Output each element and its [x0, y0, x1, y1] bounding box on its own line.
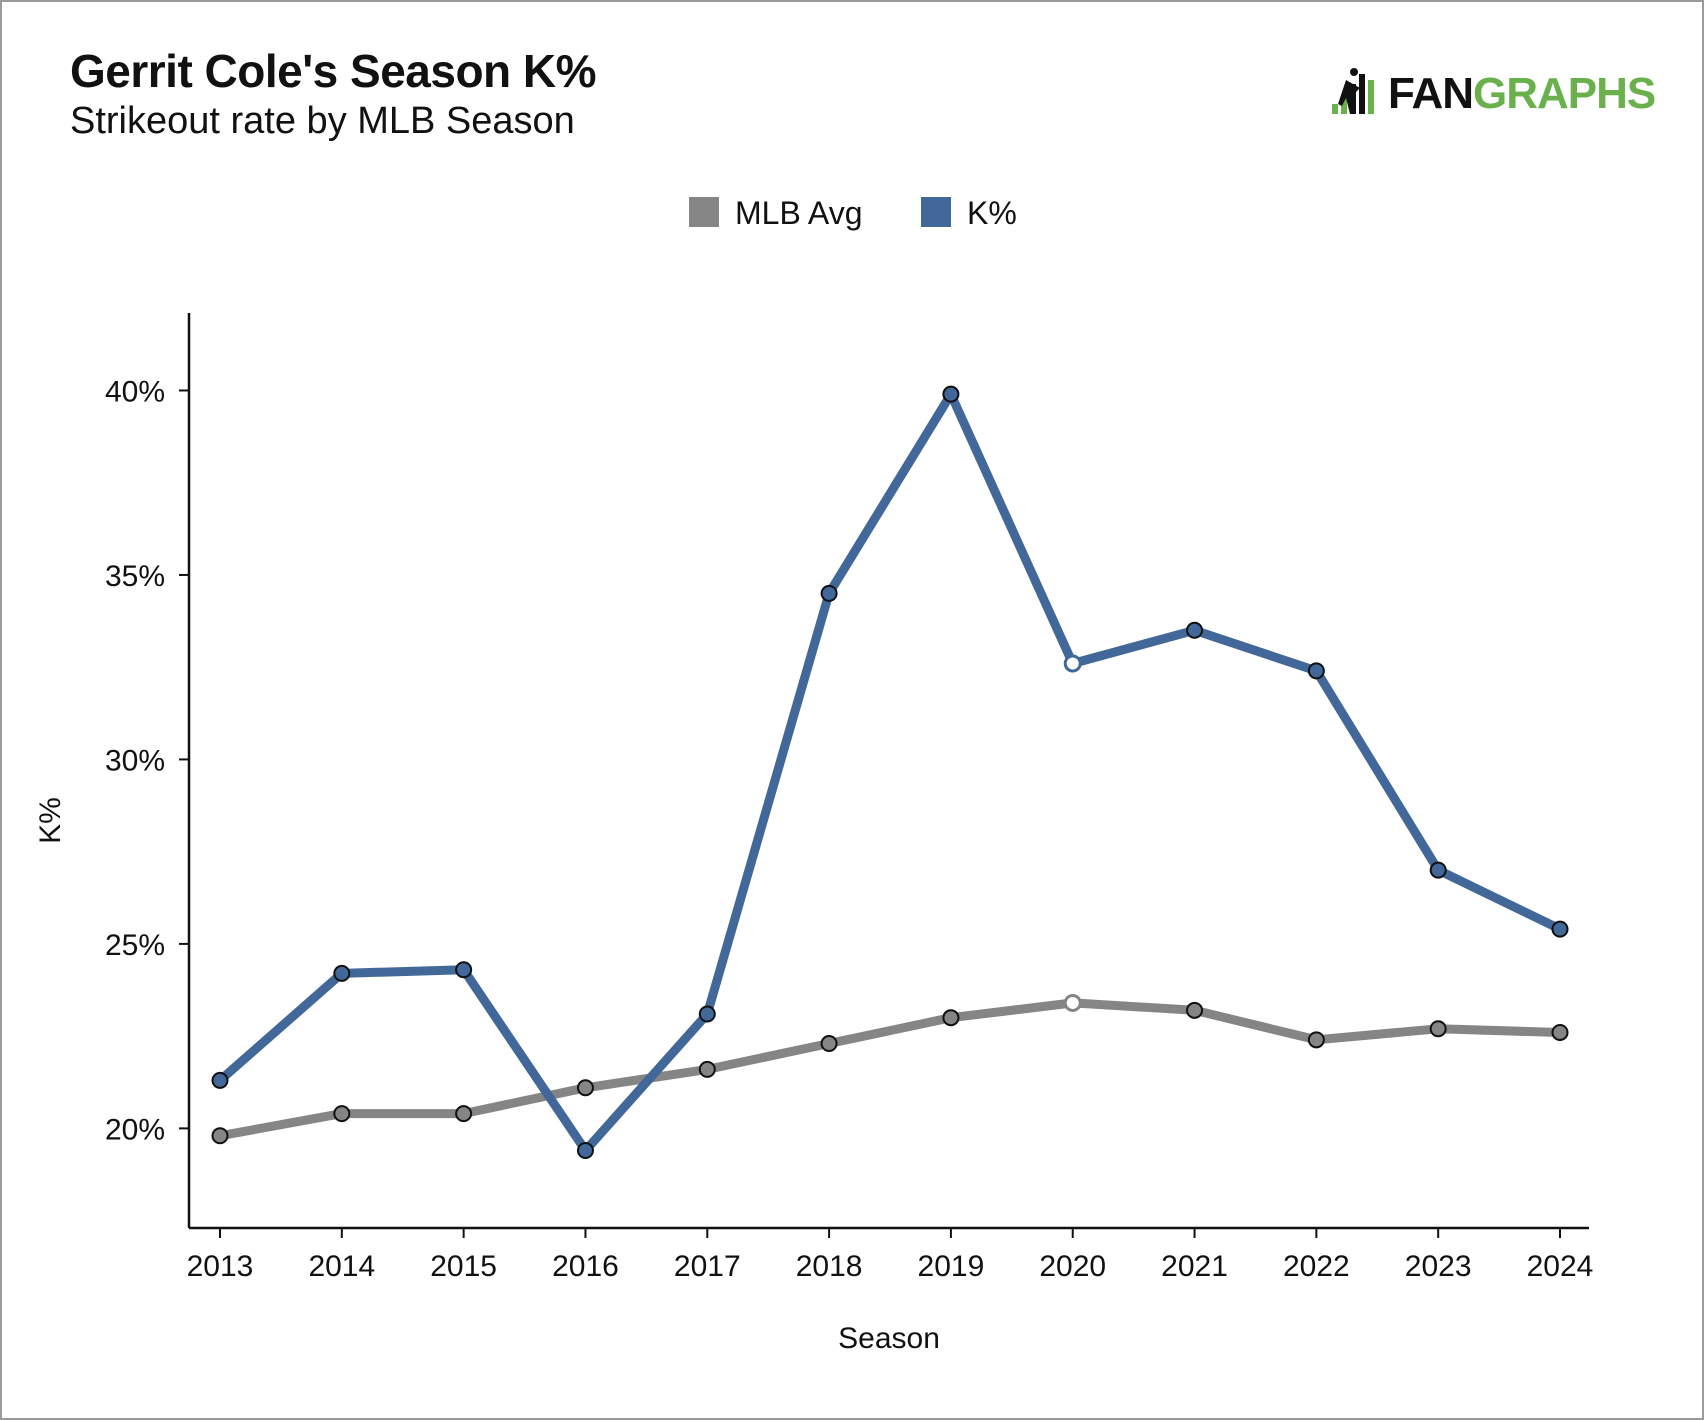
data-point-mlb-avg[interactable] — [1186, 1001, 1204, 1019]
data-point-k[interactable] — [211, 1071, 229, 1089]
data-point-k[interactable] — [333, 964, 351, 982]
axes: 20% 25% 30% 35% 40% 2013 2014 2015 2016 2017 2018 2… — [105, 313, 1593, 1283]
data-point-k[interactable] — [576, 1142, 594, 1160]
legend-label[interactable]: K% — [967, 195, 1017, 231]
data-point-k[interactable] — [1551, 920, 1569, 938]
x-tick-label: 2014 — [308, 1250, 375, 1283]
data-point-mlb-avg[interactable] — [820, 1035, 838, 1053]
data-point-k[interactable] — [698, 1005, 716, 1023]
series-lines — [215, 389, 1565, 1155]
logo-text-graphs: GRAPHS — [1473, 69, 1656, 118]
data-point-mlb-avg[interactable] — [698, 1060, 716, 1078]
x-tick-label: 2017 — [674, 1250, 741, 1283]
series-points — [211, 385, 1569, 1160]
data-point-k[interactable] — [942, 385, 960, 403]
x-axis-title: Season — [838, 1322, 940, 1355]
data-point-mlb-avg[interactable] — [1063, 993, 1082, 1012]
data-point-mlb-avg[interactable] — [211, 1127, 229, 1145]
x-tick-label: 2024 — [1527, 1250, 1594, 1283]
data-point-mlb-avg[interactable] — [942, 1009, 960, 1027]
x-tick-label: 2018 — [796, 1250, 863, 1283]
chart-title: Gerrit Cole's Season K% — [70, 45, 597, 97]
y-tick-label: 40% — [105, 375, 165, 408]
legend: MLB Avg K% — [689, 195, 1017, 231]
y-tick-label: 30% — [105, 744, 165, 777]
data-point-k[interactable] — [455, 961, 473, 979]
data-point-mlb-avg[interactable] — [455, 1105, 473, 1123]
data-point-mlb-avg[interactable] — [1551, 1023, 1569, 1041]
x-tick-label: 2013 — [187, 1250, 254, 1283]
y-axis-title: K% — [34, 797, 67, 844]
data-point-k[interactable] — [1063, 654, 1082, 673]
data-point-mlb-avg[interactable] — [333, 1105, 351, 1123]
series-line-mlb-avg — [215, 998, 1565, 1141]
series-line-k — [215, 389, 1565, 1155]
x-tick-label: 2015 — [430, 1250, 497, 1283]
x-tick-label: 2021 — [1161, 1250, 1228, 1283]
x-tick-label: 2016 — [552, 1250, 619, 1283]
data-point-k[interactable] — [1429, 861, 1447, 879]
fangraphs-logo: FANGRAPHS — [1330, 66, 1656, 118]
data-point-mlb-avg[interactable] — [1307, 1031, 1325, 1049]
fangraphs-logo-icon — [1332, 68, 1374, 114]
y-tick-label: 20% — [105, 1113, 165, 1146]
legend-label[interactable]: MLB Avg — [735, 195, 862, 231]
data-point-mlb-avg[interactable] — [1429, 1020, 1447, 1038]
x-tick-label: 2022 — [1283, 1250, 1350, 1283]
data-point-k[interactable] — [1186, 621, 1204, 639]
legend-swatch — [921, 197, 951, 227]
chart-subtitle: Strikeout rate by MLB Season — [70, 100, 575, 142]
data-point-mlb-avg[interactable] — [576, 1079, 594, 1097]
x-tick-label: 2023 — [1405, 1250, 1472, 1283]
x-tick-label: 2019 — [918, 1250, 985, 1283]
data-point-k[interactable] — [1307, 662, 1325, 680]
logo-text-fan: FAN — [1388, 69, 1474, 118]
legend-swatch — [689, 197, 719, 227]
y-tick-label: 25% — [105, 929, 165, 962]
y-tick-label: 35% — [105, 560, 165, 593]
data-point-k[interactable] — [820, 584, 838, 602]
x-tick-label: 2020 — [1039, 1250, 1106, 1283]
